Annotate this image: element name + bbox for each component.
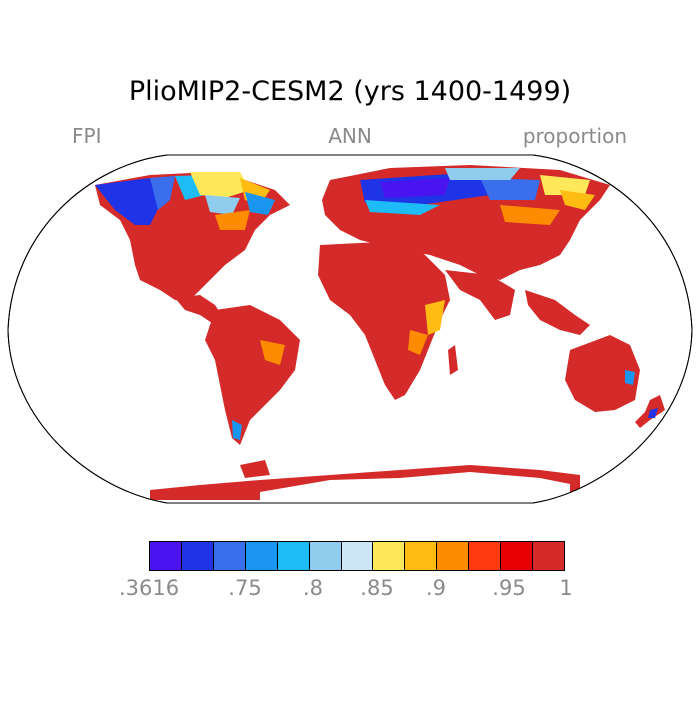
colorbar-swatch xyxy=(181,542,214,570)
colorbar-swatch xyxy=(373,542,406,570)
colorbar-tick-label: .75 xyxy=(228,576,262,600)
colorbar-swatch xyxy=(469,542,502,570)
map-title: PlioMIP2-CESM2 (yrs 1400-1499) xyxy=(128,76,572,107)
colorbar-swatch xyxy=(437,542,470,570)
colorbar-swatch xyxy=(277,542,310,570)
units-label: proportion xyxy=(522,124,627,148)
season-label: ANN xyxy=(328,124,372,148)
colorbar-swatch xyxy=(341,542,374,570)
colorbar-swatch xyxy=(533,542,564,570)
colorbar-swatch xyxy=(213,542,246,570)
colorbar-swatch xyxy=(150,542,182,570)
africa xyxy=(318,242,450,400)
australia xyxy=(565,335,640,412)
colorbar-tick-label: .9 xyxy=(425,576,447,600)
variable-label: FPI xyxy=(72,124,102,148)
colorbar-tick-label: .8 xyxy=(302,576,324,600)
colorbar-tick-label: .3616 xyxy=(118,576,180,600)
colorbar-tick-label: .85 xyxy=(360,576,394,600)
colorbar-swatch xyxy=(405,542,438,570)
south-america xyxy=(205,305,300,445)
colorbar-swatch xyxy=(501,542,534,570)
colorbar-swatch xyxy=(245,542,278,570)
colorbar-swatch xyxy=(309,542,342,570)
colorbar-tick-label: .95 xyxy=(492,576,526,600)
colorbar xyxy=(149,541,565,571)
colorbar-tick-label: 1 xyxy=(559,576,573,600)
